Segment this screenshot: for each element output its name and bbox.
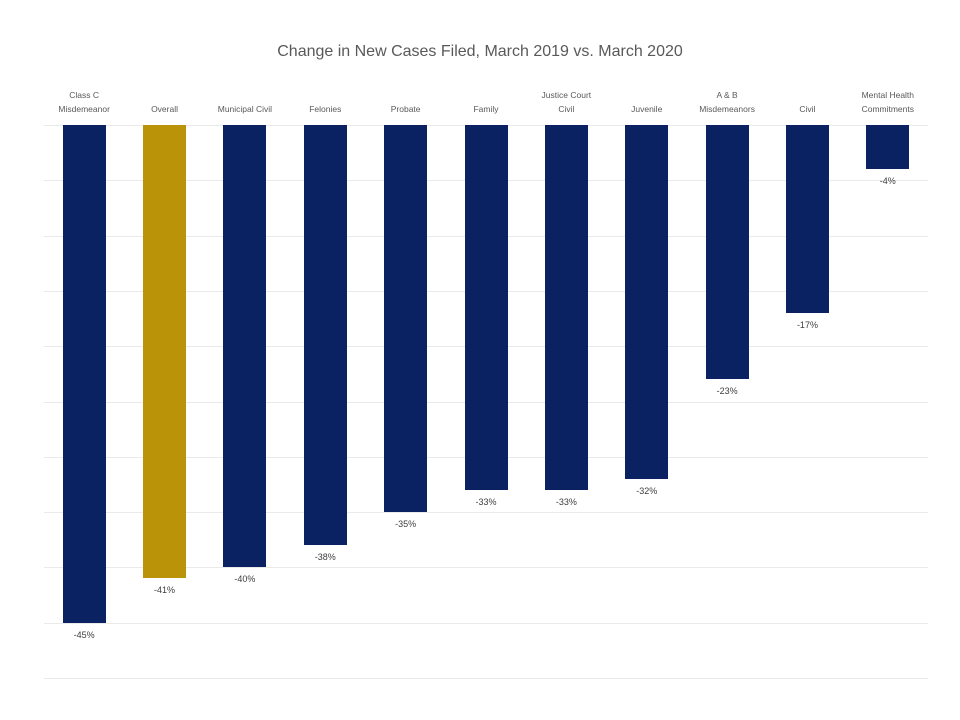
category-label: Family — [473, 104, 499, 114]
value-label: -23% — [716, 386, 738, 397]
category-label: Municipal Civil — [217, 104, 273, 114]
value-label: -17% — [796, 320, 818, 331]
category-label: Mental Health Commitments — [861, 90, 915, 114]
category-label: Juvenile — [631, 104, 663, 114]
bar — [384, 125, 428, 513]
value-label: -35% — [395, 519, 417, 530]
category-label: Felonies — [309, 104, 342, 114]
gridline — [44, 622, 928, 624]
bar — [223, 125, 267, 568]
category-label: Class C Misdemeanor — [58, 90, 110, 114]
plot-area: Class C Misdemeanor -45% Overall -41% Munici… — [44, 90, 928, 679]
value-label: -4% — [879, 176, 896, 187]
gridline — [44, 512, 928, 514]
bar — [785, 125, 829, 314]
bar — [464, 125, 508, 490]
bar — [625, 125, 669, 479]
value-label: -38% — [314, 552, 336, 563]
value-label: -33% — [475, 496, 497, 507]
value-label: -40% — [234, 574, 256, 585]
value-label: -32% — [636, 485, 658, 496]
category-label: Justice Court Civil — [541, 90, 592, 114]
bar — [143, 125, 187, 579]
chart-title: Change in New Cases Filed, March 2019 vs… — [277, 43, 683, 60]
category-label: Probate — [390, 104, 421, 114]
value-label: -33% — [555, 496, 577, 507]
bar — [303, 125, 347, 546]
gridline — [44, 678, 928, 679]
category-label: A & B Misdemeanors — [699, 90, 755, 114]
bar — [544, 125, 588, 490]
bar — [62, 125, 106, 623]
bar — [866, 125, 910, 170]
value-label: -41% — [154, 585, 176, 596]
category-label: Overall — [151, 104, 178, 114]
value-label: -45% — [73, 629, 95, 640]
category-label: Civil — [799, 104, 816, 114]
bar — [705, 125, 749, 380]
gridline — [44, 567, 928, 569]
